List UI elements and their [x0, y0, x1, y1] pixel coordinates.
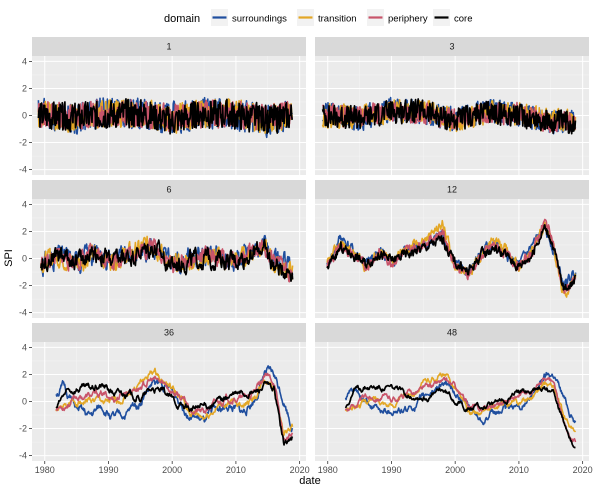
y-tick-label: -2	[19, 281, 27, 291]
panel-strip	[32, 180, 306, 199]
series-line-transition	[344, 372, 577, 433]
panel-3: 3	[315, 37, 589, 175]
panel-strip-label: 48	[447, 328, 457, 338]
y-tick-label: 0	[22, 111, 27, 121]
panel-strip	[315, 180, 589, 199]
series-line-core	[37, 98, 294, 135]
panel-strip-label: 1	[166, 42, 171, 52]
y-tick-label: 0	[22, 397, 27, 407]
y-axis-title: SPI	[3, 249, 15, 267]
panel-48: 48 1980 1990 2000 2010 2020	[315, 323, 593, 475]
panel-series	[55, 365, 294, 446]
series-line-core	[344, 383, 576, 449]
panel-strip	[32, 323, 306, 342]
y-tick-label: -2	[19, 424, 27, 434]
legend-title: domain	[164, 13, 200, 25]
series-line-transition	[55, 367, 294, 436]
panel-1: 1 -4 -2 0 2 4	[19, 37, 306, 175]
y-tick-label: 2	[22, 83, 27, 93]
series-line-periphery	[55, 372, 294, 443]
panel-series	[326, 218, 577, 298]
legend-item-periphery: periphery	[367, 9, 428, 26]
x-tick-label: 2000	[445, 465, 465, 475]
y-tick-label: -2	[19, 138, 27, 148]
x-tick-label: 1990	[381, 465, 401, 475]
x-tick-label: 2000	[162, 465, 182, 475]
panel-grid	[315, 199, 589, 318]
panel-strip-label: 3	[449, 42, 454, 52]
y-tick-label: -4	[19, 165, 27, 175]
panel-strip	[32, 37, 306, 56]
x-tick-label: 1980	[35, 465, 55, 475]
y-tick-label: 2	[22, 369, 27, 379]
panel-series	[321, 96, 577, 135]
x-tick-label: 2010	[509, 465, 529, 475]
panel-series	[37, 96, 294, 139]
x-tick-label: 2020	[290, 465, 310, 475]
legend-label-core: core	[454, 14, 472, 25]
legend-label-transition: transition	[318, 14, 357, 25]
legend-label-periphery: periphery	[388, 14, 428, 25]
panel-strip-label: 6	[166, 185, 171, 195]
series-line-core	[40, 238, 294, 282]
y-tick-label: 4	[22, 342, 27, 352]
y-tick-label: 4	[22, 56, 27, 66]
series-line-periphery	[344, 376, 577, 443]
series-line-core	[326, 224, 577, 291]
legend-item-surroundings: surroundings	[211, 9, 287, 26]
panel-strip	[315, 37, 589, 56]
y-tick-label: 4	[22, 199, 27, 209]
panel-36: 36 -4 -2 0 2 4 1980 1990 2000 2010 2020	[19, 323, 310, 475]
y-tick-label: -4	[19, 308, 27, 318]
legend: domain surroundings transition periphery cor…	[164, 9, 472, 26]
x-tick-label: 1980	[318, 465, 338, 475]
series-line-core	[321, 98, 577, 135]
series-line-core	[55, 380, 294, 446]
panel-series	[344, 371, 577, 449]
y-tick-label: 2	[22, 226, 27, 236]
x-axis-title: date	[299, 475, 320, 487]
panel-strip-label: 12	[447, 185, 457, 195]
x-tick-label: 1990	[98, 465, 118, 475]
panel-series	[40, 234, 294, 283]
panel-6: 6 -4 -2 0 2 4	[19, 180, 306, 318]
legend-label-surroundings: surroundings	[232, 14, 287, 25]
legend-item-transition: transition	[297, 9, 357, 26]
panel-strip-label: 36	[164, 328, 174, 338]
x-tick-label: 2010	[226, 465, 246, 475]
legend-item-core: core	[433, 9, 472, 26]
panel-12: 12	[315, 180, 589, 318]
x-tick-label: 2020	[573, 465, 593, 475]
panel-strip	[315, 323, 589, 342]
y-tick-label: -4	[19, 451, 27, 461]
y-tick-label: 0	[22, 254, 27, 264]
